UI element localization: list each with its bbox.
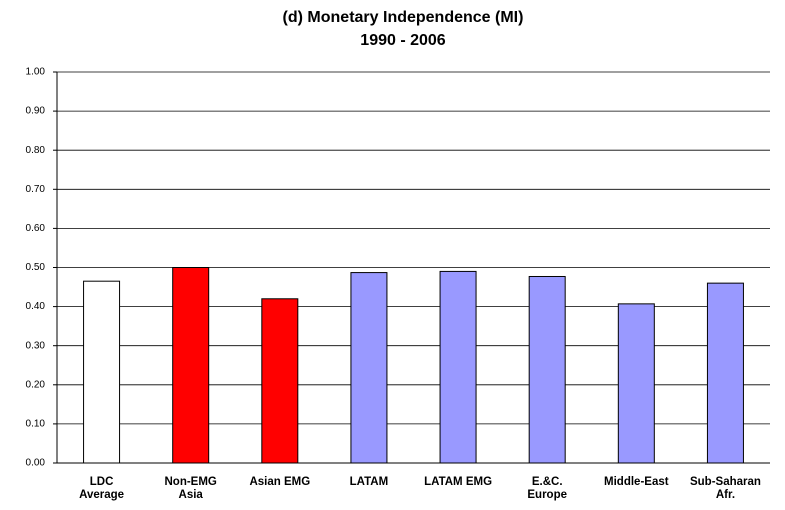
x-tick-label: LATAM — [350, 476, 389, 488]
chart-title: (d) Monetary Independence (MI) — [283, 9, 524, 26]
y-tick-label: 0.30 — [26, 340, 46, 351]
x-tick-label: E.&C. Europe — [527, 476, 567, 501]
y-tick-label: 1.00 — [26, 67, 46, 78]
x-tick-label: Sub-Saharan Afr. — [690, 476, 761, 501]
x-tick-label: Asian EMG — [249, 476, 310, 488]
bar — [83, 280, 121, 464]
y-tick-label: 0.40 — [26, 301, 46, 312]
y-tick-label: 0.60 — [26, 223, 46, 234]
y-tick-label: 0.80 — [26, 145, 46, 156]
bar — [706, 282, 744, 464]
y-tick-label: 0.20 — [26, 379, 46, 390]
y-tick-label: 0.70 — [26, 184, 46, 195]
x-tick-label: Middle-East — [604, 476, 669, 488]
bar — [172, 267, 210, 464]
x-tick-label: LDC Average — [79, 476, 124, 501]
y-tick-label: 0.50 — [26, 262, 46, 273]
bar — [439, 270, 477, 464]
y-tick-label: 0.90 — [26, 106, 46, 117]
x-tick-label: LATAM EMG — [424, 476, 492, 488]
y-tick-label: 0.00 — [26, 458, 46, 469]
bar — [528, 275, 566, 464]
chart-subtitle: 1990 - 2006 — [360, 32, 446, 49]
bar — [350, 272, 388, 464]
bar — [617, 303, 655, 464]
bar — [261, 298, 299, 464]
y-tick-label: 0.10 — [26, 419, 46, 430]
x-tick-label: Non-EMG Asia — [164, 476, 216, 501]
